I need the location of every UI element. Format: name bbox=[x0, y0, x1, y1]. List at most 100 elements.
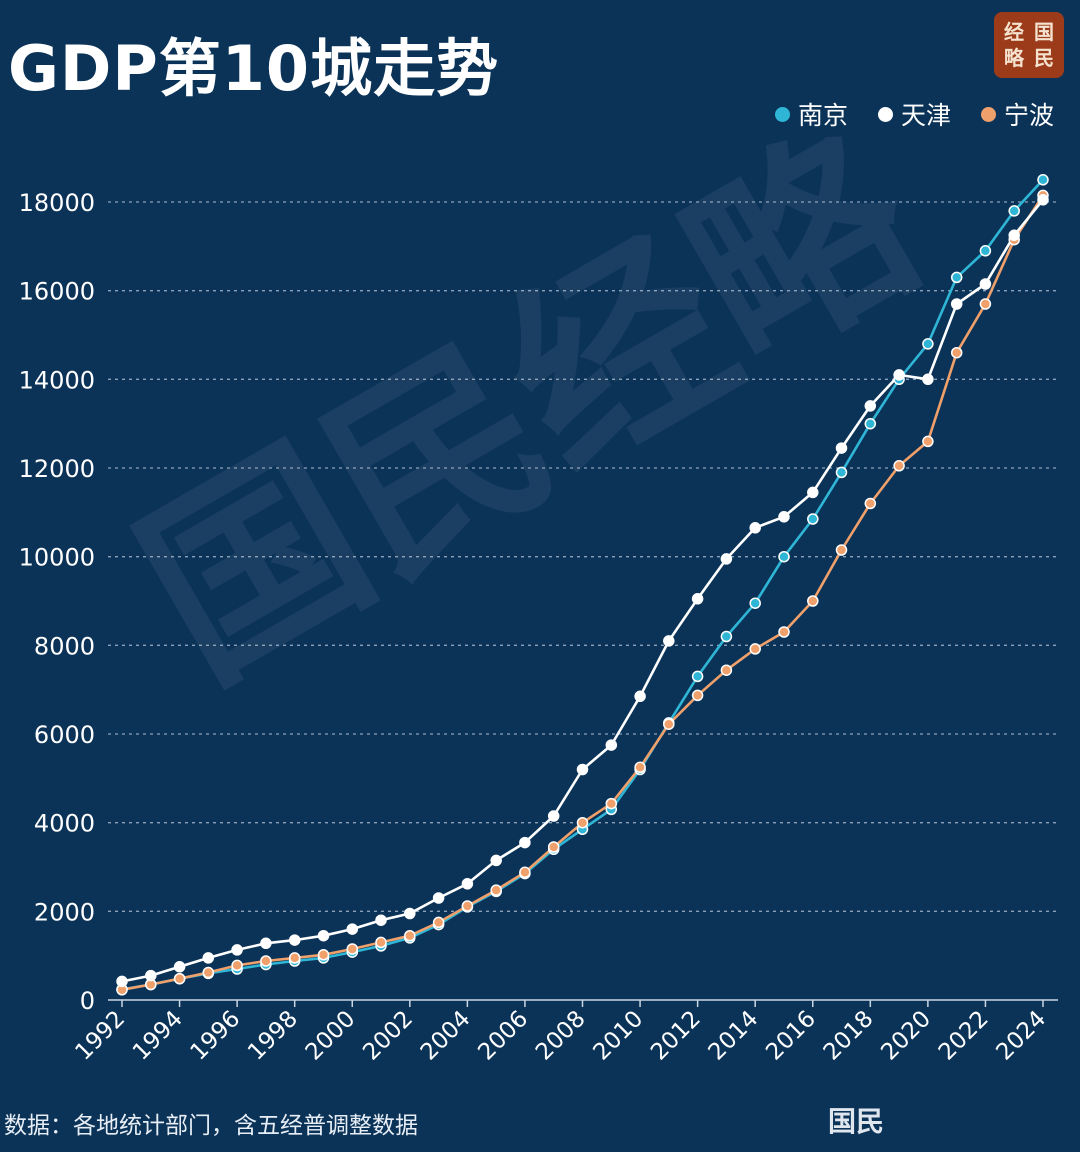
legend-label: 宁波 bbox=[1003, 101, 1054, 130]
data-point bbox=[375, 914, 387, 926]
x-tick-label: 2020 bbox=[876, 1006, 936, 1066]
x-tick-label: 2014 bbox=[704, 1006, 764, 1066]
data-point bbox=[778, 550, 790, 563]
x-tick-label: 2024 bbox=[991, 1006, 1051, 1066]
data-point bbox=[893, 369, 905, 381]
data-point bbox=[317, 949, 330, 961]
data-point bbox=[288, 934, 301, 946]
data-point bbox=[778, 626, 790, 638]
data-point bbox=[720, 664, 733, 676]
page-title: GDP第10城走势 bbox=[8, 32, 500, 105]
data-point bbox=[720, 553, 733, 565]
data-point bbox=[922, 338, 934, 350]
data-point bbox=[634, 690, 646, 703]
data-point bbox=[835, 442, 848, 454]
x-tick-label: 2010 bbox=[589, 1006, 649, 1066]
x-tick-label: 2022 bbox=[934, 1006, 994, 1066]
data-point bbox=[605, 797, 618, 810]
data-point bbox=[864, 497, 877, 510]
data-point bbox=[145, 969, 157, 982]
series-line-0 bbox=[121, 178, 1044, 991]
data-point bbox=[605, 739, 618, 751]
logo-char: 经 bbox=[1004, 20, 1024, 44]
data-point bbox=[346, 943, 359, 955]
data-point bbox=[979, 278, 992, 290]
data-point bbox=[202, 952, 215, 964]
y-tick-label: 12000 bbox=[19, 455, 95, 483]
data-point bbox=[490, 854, 502, 867]
data-source-note: 数据：各地统计部门，含五经普调整数据 bbox=[4, 1113, 418, 1139]
data-point bbox=[404, 907, 416, 920]
x-tick-label: 2012 bbox=[646, 1006, 706, 1066]
x-tick-label: 1994 bbox=[128, 1006, 188, 1066]
y-tick-label: 18000 bbox=[19, 189, 95, 217]
legend-item-ningbo[interactable]: 宁波 bbox=[980, 96, 1054, 132]
y-tick-label: 8000 bbox=[34, 632, 95, 660]
data-point bbox=[634, 761, 646, 774]
y-tick-label: 2000 bbox=[34, 898, 95, 926]
logo-char: 国 bbox=[1034, 20, 1054, 44]
data-point bbox=[950, 346, 963, 359]
data-point bbox=[1008, 229, 1020, 242]
data-point bbox=[576, 816, 589, 829]
series-line-1 bbox=[121, 198, 1045, 983]
data-point bbox=[202, 966, 215, 979]
data-point bbox=[260, 937, 272, 950]
data-point bbox=[691, 670, 704, 683]
data-point bbox=[922, 373, 934, 386]
data-point bbox=[288, 952, 301, 964]
data-point bbox=[893, 460, 905, 472]
legend-label: 天津 bbox=[900, 101, 951, 130]
data-point bbox=[691, 593, 704, 605]
footer-brand-mark: 国民 bbox=[828, 1105, 885, 1138]
legend-dot-icon bbox=[877, 106, 893, 122]
x-tick-label: 2018 bbox=[819, 1006, 879, 1066]
data-point bbox=[375, 936, 387, 949]
data-point bbox=[1037, 174, 1049, 186]
data-point bbox=[807, 513, 819, 525]
x-tick-label: 2000 bbox=[301, 1006, 361, 1066]
data-point bbox=[1037, 194, 1049, 206]
x-tick-label: 1996 bbox=[186, 1006, 246, 1066]
y-tick-label: 14000 bbox=[19, 366, 95, 394]
y-tick-label: 16000 bbox=[19, 278, 95, 306]
legend-label: 南京 bbox=[797, 101, 848, 130]
data-point bbox=[519, 836, 531, 849]
data-point bbox=[979, 298, 992, 310]
data-point bbox=[404, 929, 416, 942]
x-tick-label: 2006 bbox=[473, 1006, 533, 1066]
line-chart: 0 2000 4000 6000 8000 10000 12000 14000 16000 180… bbox=[19, 174, 1058, 1066]
data-point bbox=[922, 435, 934, 448]
data-point bbox=[691, 689, 704, 702]
data-point bbox=[979, 245, 992, 257]
data-point bbox=[835, 544, 848, 556]
data-point bbox=[432, 916, 445, 929]
data-point bbox=[950, 298, 963, 310]
data-point bbox=[807, 486, 819, 499]
legend-item-nanjing[interactable]: 南京 bbox=[774, 96, 848, 132]
data-point bbox=[461, 878, 474, 890]
data-point bbox=[317, 929, 330, 942]
data-point bbox=[231, 959, 243, 972]
data-point bbox=[749, 643, 761, 655]
legend-item-tianjin[interactable]: 天津 bbox=[877, 96, 951, 132]
data-point bbox=[864, 417, 877, 430]
data-point bbox=[1008, 205, 1020, 217]
data-point bbox=[749, 522, 761, 534]
legend-dot-icon bbox=[774, 106, 790, 122]
data-point bbox=[346, 923, 359, 935]
data-point bbox=[950, 271, 963, 284]
data-point bbox=[864, 400, 877, 412]
data-point bbox=[663, 718, 675, 730]
data-point bbox=[116, 975, 128, 988]
x-tick-label: 1998 bbox=[243, 1006, 303, 1066]
data-point bbox=[432, 892, 445, 904]
x-tick-label: 2004 bbox=[416, 1006, 476, 1066]
data-point bbox=[663, 635, 675, 647]
logo-char: 略 bbox=[1004, 46, 1024, 70]
brand-logo: 经 国 略 民 bbox=[994, 12, 1064, 78]
data-point bbox=[519, 866, 531, 879]
data-point bbox=[778, 511, 790, 523]
data-point bbox=[461, 900, 474, 912]
data-point bbox=[720, 630, 733, 643]
